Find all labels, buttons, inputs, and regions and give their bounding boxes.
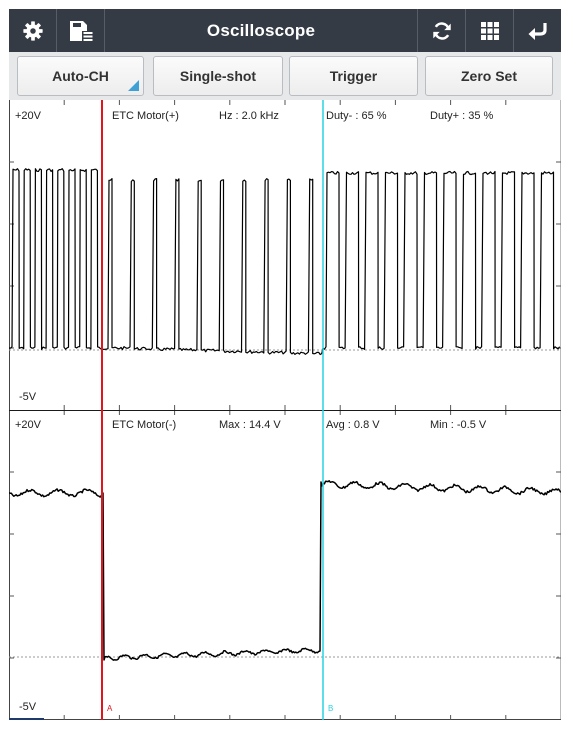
refresh-icon xyxy=(432,21,451,40)
back-button[interactable] xyxy=(513,9,561,52)
refresh-button[interactable] xyxy=(417,9,465,52)
ch1-scale-bottom: -5V xyxy=(19,391,37,403)
grid-button[interactable] xyxy=(465,9,513,52)
zero-set-button[interactable]: Zero Set xyxy=(425,56,553,96)
grid-icon xyxy=(480,21,499,40)
single-shot-label: Single-shot xyxy=(179,68,257,84)
corner-accent xyxy=(9,718,44,720)
channel-2-trace xyxy=(9,480,561,661)
ch1-duty-minus: Duty- : 65 % xyxy=(326,110,387,122)
top-bar: Oscilloscope xyxy=(9,9,561,52)
scope-display[interactable]: +20V -5V ETC Motor(+) Hz : 2.0 kHz Duty-… xyxy=(9,100,561,720)
channel-1-trace xyxy=(9,168,561,356)
dropdown-corner-icon xyxy=(128,80,139,91)
ch2-scale-bottom: -5V xyxy=(19,701,37,713)
app-title: Oscilloscope xyxy=(206,20,316,40)
ch2-min: Min : -0.5 V xyxy=(430,419,487,431)
save-list-icon xyxy=(69,20,92,41)
trigger-button[interactable]: Trigger xyxy=(289,56,418,96)
ch1-name: ETC Motor(+) xyxy=(112,110,179,122)
ch2-avg: Avg : 0.8 V xyxy=(326,419,380,431)
ch1-frequency: Hz : 2.0 kHz xyxy=(219,110,279,122)
ch2-scale-top: +20V xyxy=(15,419,41,431)
settings-button[interactable] xyxy=(9,9,57,52)
back-icon xyxy=(528,22,547,40)
zero-set-label: Zero Set xyxy=(460,68,517,84)
single-shot-button[interactable]: Single-shot xyxy=(153,56,283,96)
toolbar: Auto-CH Single-shot Trigger Zero Set xyxy=(9,52,561,100)
cursor-b-label: B xyxy=(328,704,334,713)
auto-ch-button[interactable]: Auto-CH xyxy=(17,56,144,96)
trigger-label: Trigger xyxy=(329,68,378,84)
gear-icon xyxy=(22,20,43,41)
ch2-name: ETC Motor(-) xyxy=(112,419,177,431)
ch2-max: Max : 14.4 V xyxy=(219,419,281,431)
cursor-a-label: A xyxy=(107,704,113,713)
scope-canvas xyxy=(9,100,561,720)
ch1-duty-plus: Duty+ : 35 % xyxy=(430,110,494,122)
save-list-button[interactable] xyxy=(57,9,105,52)
auto-ch-label: Auto-CH xyxy=(52,68,109,84)
ch1-scale-top: +20V xyxy=(15,110,41,122)
